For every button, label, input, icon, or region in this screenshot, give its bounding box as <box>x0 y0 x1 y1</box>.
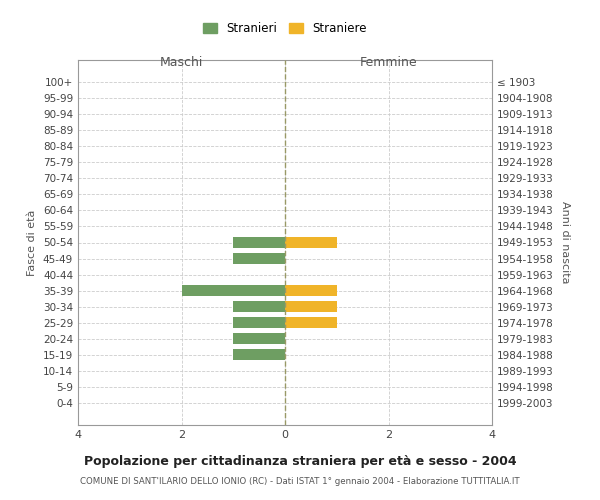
Bar <box>285 301 337 312</box>
Y-axis label: Fasce di età: Fasce di età <box>28 210 37 276</box>
Bar <box>233 301 285 312</box>
Bar <box>182 285 285 296</box>
Bar <box>285 237 337 248</box>
Text: COMUNE DI SANT'ILARIO DELLO IONIO (RC) - Dati ISTAT 1° gennaio 2004 - Elaborazio: COMUNE DI SANT'ILARIO DELLO IONIO (RC) -… <box>80 478 520 486</box>
Bar <box>233 253 285 264</box>
Bar <box>233 333 285 344</box>
Text: Femmine: Femmine <box>359 56 418 70</box>
Text: Popolazione per cittadinanza straniera per età e sesso - 2004: Popolazione per cittadinanza straniera p… <box>83 455 517 468</box>
Bar <box>285 317 337 328</box>
Bar <box>233 237 285 248</box>
Bar <box>285 285 337 296</box>
Text: Maschi: Maschi <box>160 56 203 70</box>
Bar <box>233 349 285 360</box>
Legend: Stranieri, Straniere: Stranieri, Straniere <box>199 18 371 38</box>
Bar <box>233 317 285 328</box>
Y-axis label: Anni di nascita: Anni di nascita <box>560 201 570 284</box>
